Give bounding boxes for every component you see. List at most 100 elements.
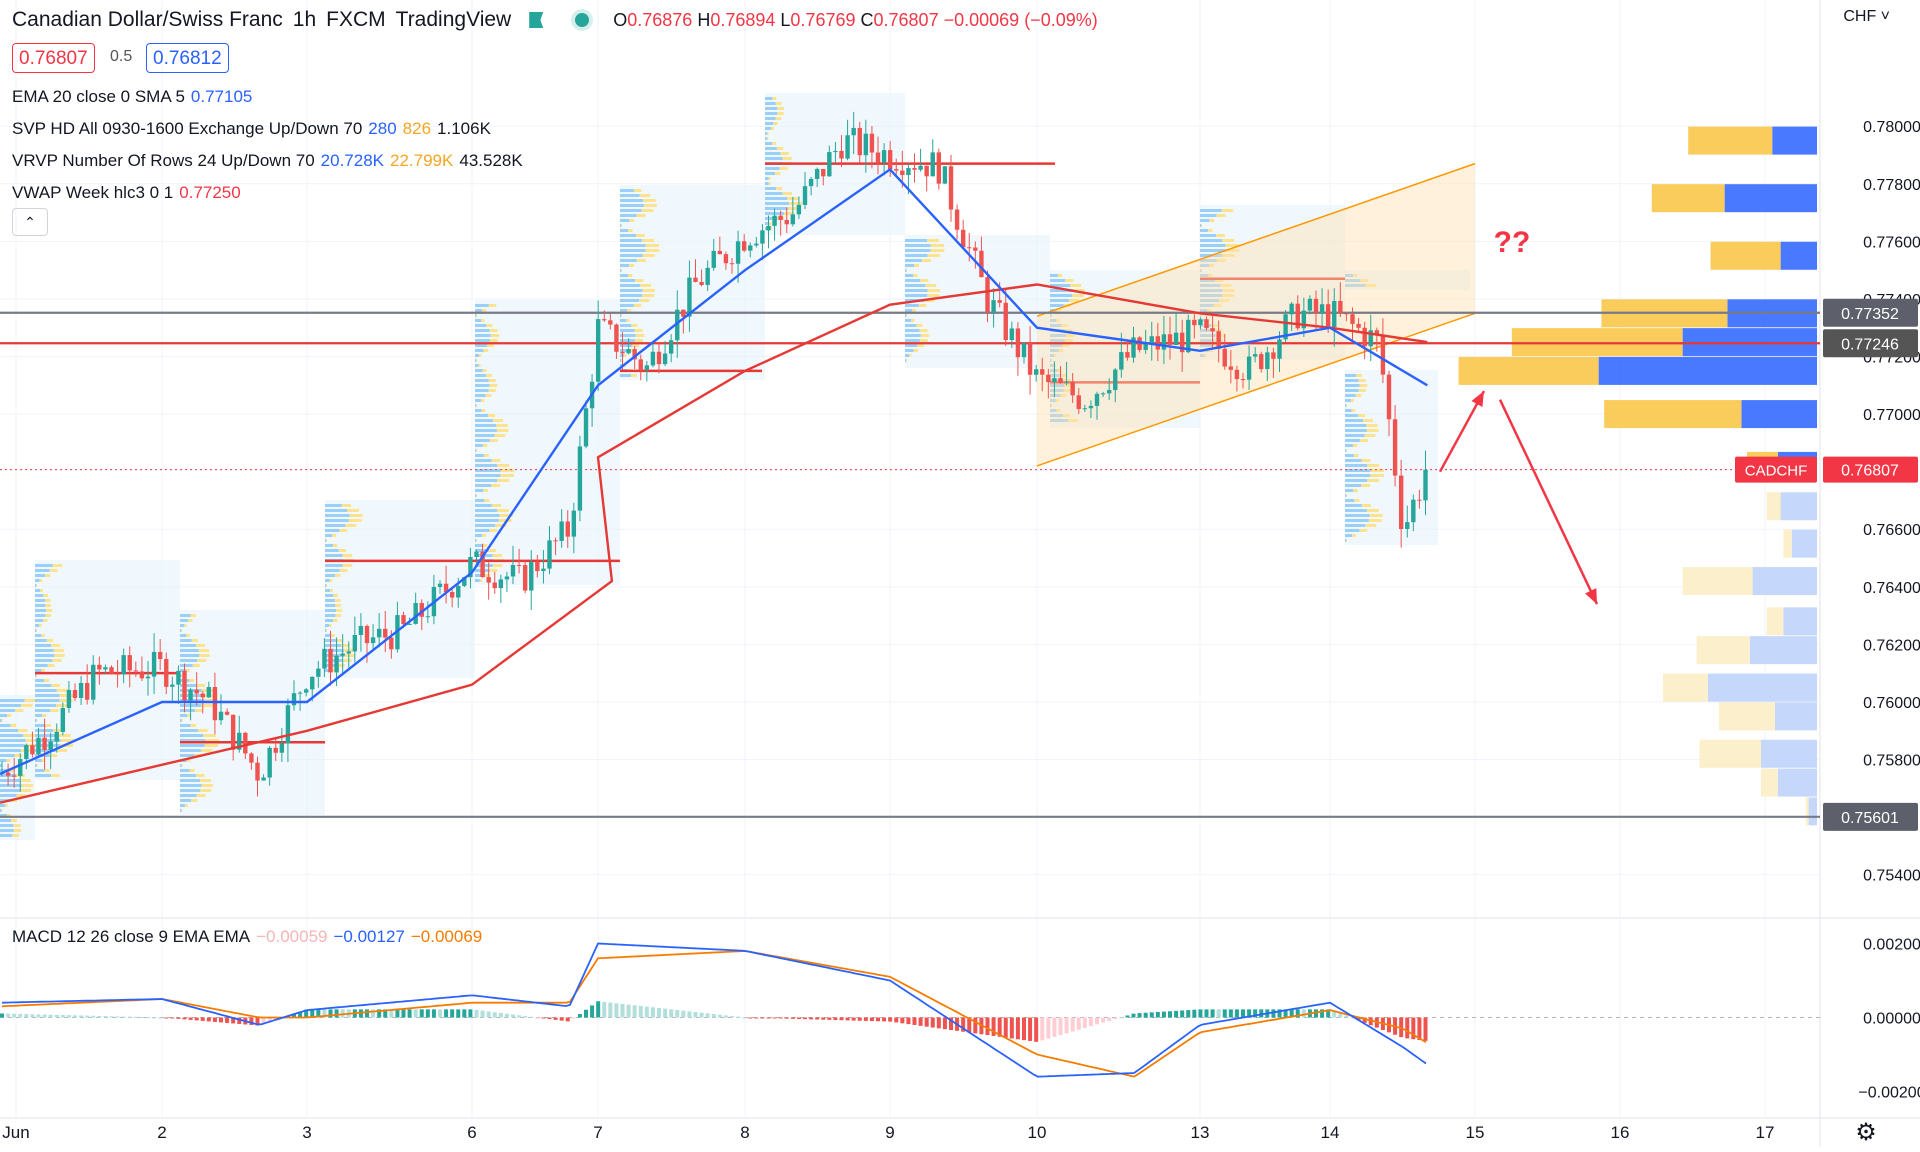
profile-bar-down	[776, 187, 783, 190]
candle-body	[1186, 319, 1191, 353]
session-profile-box	[475, 300, 620, 585]
candle-body	[255, 762, 260, 781]
macd-histogram-bar	[6, 1013, 11, 1018]
profile-bar-down	[1201, 269, 1202, 272]
settings-gear-icon[interactable]: ⚙	[1855, 1119, 1877, 1146]
macd-histogram-bar	[480, 1010, 485, 1018]
session-profile-box	[620, 185, 765, 380]
macd-histogram-bar	[827, 1017, 832, 1020]
candle-body	[814, 168, 820, 179]
profile-bar-down	[930, 249, 945, 252]
profile-bar-down	[43, 619, 48, 622]
vrvp-bar-up	[1766, 607, 1784, 636]
buy-price-box[interactable]: 0.76812	[146, 43, 229, 73]
profile-bar-down	[329, 624, 332, 627]
profile-bar-up	[180, 729, 198, 732]
profile-bar-down	[633, 189, 642, 192]
candle-body	[766, 225, 771, 231]
profile-bar-up	[905, 314, 907, 317]
profile-bar-down	[492, 554, 502, 557]
macd-histogram-bar	[1283, 1009, 1288, 1018]
macd-legend[interactable]: MACD 12 26 close 9 EMA EMA −0.00059 −0.001…	[12, 927, 483, 946]
profile-bar-up	[0, 729, 18, 732]
profile-bar-down	[773, 122, 778, 125]
legend-vwap[interactable]: VWAP Week hlc3 0 1 0.77250	[12, 183, 241, 202]
profile-bar-up	[0, 749, 21, 752]
profile-bar-up	[1345, 524, 1366, 527]
profile-bar-down	[196, 774, 205, 777]
profile-bar-up	[0, 789, 21, 792]
macd-histogram-bar	[1405, 1017, 1410, 1039]
candle-body	[1319, 304, 1325, 313]
sell-price-box[interactable]: 0.76807	[12, 43, 95, 73]
candle-body	[973, 247, 978, 251]
profile-bar-up	[1345, 459, 1362, 462]
macd-histogram-bar	[638, 1005, 643, 1018]
profile-bar-up	[475, 349, 484, 352]
macd-histogram-bar	[1198, 1009, 1203, 1018]
vrvp-bar-up	[1604, 400, 1742, 429]
profile-bar-up	[475, 424, 497, 427]
profile-bar-down	[59, 699, 73, 702]
macd-histogram-bar	[1161, 1011, 1166, 1018]
candle-body	[194, 689, 199, 694]
profile-bar-up	[35, 749, 56, 752]
collapse-legend-button[interactable]: ⌃	[12, 208, 48, 236]
profile-bar-down	[188, 619, 193, 622]
profile-bar-up	[325, 534, 333, 537]
macd-histogram-bar	[462, 1009, 467, 1018]
profile-bar-up	[620, 359, 622, 362]
profile-bar-up	[765, 132, 768, 135]
currency-selector[interactable]: CHF ˅	[1843, 8, 1890, 25]
candle-body	[164, 659, 169, 687]
candle-body	[303, 689, 309, 693]
macd-histogram-bar	[1289, 1009, 1294, 1018]
legend-ema[interactable]: EMA 20 close 0 SMA 5 0.77105	[12, 87, 253, 106]
candle-body	[699, 281, 704, 285]
profile-bar-up	[475, 419, 494, 422]
chart-header: Canadian Dollar/Swiss Franc 1h FXCM Trad…	[12, 8, 1098, 32]
profile-bar-down	[920, 279, 929, 282]
candle-body	[857, 127, 862, 156]
profile-bar-down	[21, 704, 33, 707]
legend-svp[interactable]: SVP HD All 0930-1600 Exchange Up/Down 70…	[12, 119, 491, 138]
macd-histogram-bar	[1088, 1017, 1093, 1027]
profile-bar-down	[1072, 294, 1085, 297]
legend-vrvp[interactable]: VRVP Number Of Rows 24 Up/Down 70 20.728K…	[12, 151, 523, 170]
profile-bar-up	[180, 799, 192, 802]
macd-histogram-bar	[1015, 1017, 1020, 1040]
profile-bar-up	[475, 399, 481, 402]
date-tick-label: 9	[885, 1123, 894, 1142]
flag-icon[interactable]	[529, 12, 544, 28]
profile-bar-up	[475, 394, 486, 397]
profile-bar-up	[325, 589, 331, 592]
candle-body	[200, 693, 205, 698]
macd-histogram-bar	[833, 1017, 838, 1021]
candle-body	[261, 777, 266, 781]
profile-bar-up	[1050, 344, 1063, 347]
date-tick-label: 7	[593, 1123, 602, 1142]
profile-bar-down	[342, 659, 352, 662]
profile-bar-down	[344, 654, 355, 657]
profile-bar-up	[180, 714, 188, 717]
candle-body	[948, 166, 954, 210]
candle-body	[802, 186, 808, 205]
vrvp-bar-down	[1741, 400, 1817, 429]
profile-bar-up	[765, 97, 773, 100]
level-label-bg	[1823, 298, 1918, 327]
candle-body	[662, 353, 668, 365]
timeframe[interactable]: 1h	[292, 8, 317, 31]
profile-bar-up	[35, 694, 60, 697]
macd-histogram-bar	[24, 1014, 29, 1018]
macd-histogram-bar	[1295, 1009, 1300, 1018]
profile-bar-up	[325, 649, 344, 652]
channel-fill	[1037, 163, 1475, 466]
symbol-title[interactable]: Canadian Dollar/Swiss Franc	[12, 8, 283, 31]
profile-bar-up	[905, 294, 928, 297]
candle-body	[1277, 339, 1282, 359]
profile-bar-up	[905, 344, 918, 347]
profile-bar-down	[191, 639, 199, 642]
macd-histogram-bar	[559, 1017, 564, 1021]
profile-bar-up	[1345, 514, 1370, 517]
